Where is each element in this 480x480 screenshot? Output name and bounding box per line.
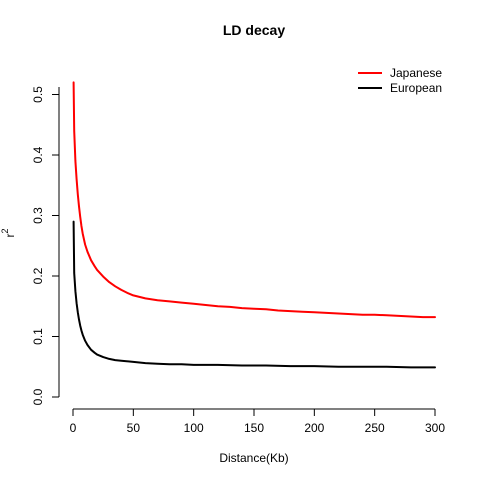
x-tick-label: 50 [127,421,141,435]
x-axis: 0 50 100 150 200 250 300 [70,408,445,435]
y-tick-label: 0.5 [31,86,45,103]
y-axis-label: r2 [0,228,17,237]
x-tick-label: 0 [70,421,77,435]
y-tick-label: 0.2 [31,267,45,284]
x-axis-label: Distance(Kb) [219,451,288,465]
x-tick-label: 250 [365,421,385,435]
x-tick-label: 200 [304,421,324,435]
y-tick-label: 0.4 [31,146,45,163]
series-layer [72,81,436,369]
x-tick-label: 300 [425,421,445,435]
series-line-european [72,220,436,369]
legend-label-japanese: Japanese [390,66,442,80]
y-axis-label-superscript: 2 [0,228,10,233]
svg-text:r2: r2 [0,228,17,237]
legend: Japanese European [358,66,442,95]
x-tick-label: 100 [184,421,204,435]
legend-label-european: European [390,81,442,95]
x-tick-label: 150 [244,421,264,435]
y-axis: 0.0 0.1 0.2 0.3 0.4 0.5 [31,86,60,405]
series-line-japanese [72,81,436,319]
y-tick-label: 0.0 [31,388,45,405]
chart-title: LD decay [223,22,285,38]
y-axis-label-base: r [3,234,17,238]
y-tick-label: 0.3 [31,207,45,224]
y-tick-label: 0.1 [31,328,45,345]
